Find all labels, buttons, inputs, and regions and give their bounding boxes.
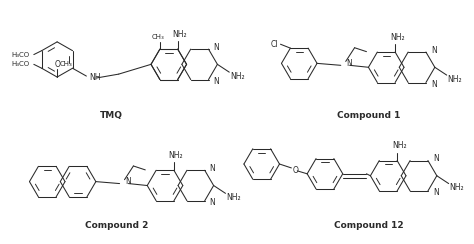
Text: NH₂: NH₂: [390, 33, 404, 42]
Text: N: N: [126, 177, 131, 186]
Text: CH₃: CH₃: [60, 61, 73, 67]
Text: N: N: [431, 80, 437, 89]
Text: NH₂: NH₂: [226, 193, 241, 202]
Text: N: N: [213, 77, 219, 86]
Text: N: N: [213, 43, 219, 52]
Text: N: N: [433, 154, 438, 163]
Text: NH₂: NH₂: [169, 151, 183, 160]
Text: H₃CO: H₃CO: [11, 51, 29, 58]
Text: TMQ: TMQ: [100, 111, 123, 120]
Text: N: N: [210, 198, 215, 207]
Text: NH₂: NH₂: [230, 71, 245, 81]
Text: Compound 1: Compound 1: [337, 111, 400, 120]
Text: N: N: [210, 164, 215, 173]
Text: NH₂: NH₂: [449, 183, 464, 192]
Text: Cl: Cl: [271, 40, 279, 49]
Text: NH₂: NH₂: [173, 30, 187, 39]
Text: O: O: [54, 60, 60, 69]
Text: NH₂: NH₂: [447, 74, 462, 83]
Text: NH: NH: [89, 72, 101, 81]
Text: Compound 2: Compound 2: [85, 221, 148, 230]
Text: NH₂: NH₂: [392, 141, 406, 150]
Text: N: N: [433, 188, 438, 197]
Text: N: N: [346, 59, 353, 68]
Text: CH₃: CH₃: [152, 34, 164, 41]
Text: H₃CO: H₃CO: [11, 61, 29, 67]
Text: O: O: [292, 166, 298, 175]
Text: N: N: [431, 46, 437, 55]
Text: Compound 12: Compound 12: [334, 221, 403, 230]
